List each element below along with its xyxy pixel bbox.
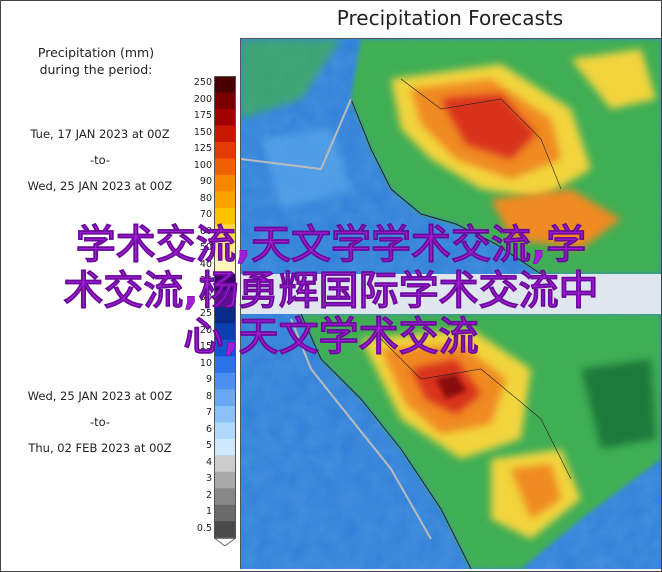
watermark-line-3: 心,天文学术交流 — [183, 314, 479, 361]
colorbar-tick-label: 25 — [199, 308, 212, 320]
colorbar-tick-label: 9 — [205, 374, 212, 386]
colorbar-swatch — [214, 488, 236, 506]
colorbar-tick-label: 125 — [193, 143, 212, 155]
colorbar-swatch — [214, 504, 236, 522]
legend-units: Precipitation (mm) — [37, 45, 155, 60]
page-title: Precipitation Forecasts — [336, 6, 564, 30]
colorbar-tick-label: 200 — [193, 93, 212, 105]
period-2: Wed, 25 JAN 2023 at 00Z -to- Thu, 02 FEB… — [2, 383, 198, 461]
colorbar-swatch — [214, 108, 236, 126]
colorbar-swatch — [214, 191, 236, 209]
colorbar-tick-label: 20 — [199, 324, 212, 336]
colorbar-swatch — [214, 141, 236, 159]
precipitation-map — [240, 38, 661, 569]
colorbar-swatch — [214, 290, 236, 308]
period-2-end: Thu, 02 FEB 2023 at 00Z — [28, 441, 172, 455]
colorbar-tick-label: 70 — [199, 209, 212, 221]
colorbar-tick-label: 4 — [205, 456, 212, 468]
colorbar-swatch — [214, 240, 236, 258]
colorbar-swatch — [214, 455, 236, 473]
period-1-end: Wed, 25 JAN 2023 at 00Z — [27, 179, 173, 193]
colorbar-tick-label: 0.5 — [196, 522, 212, 534]
colorbar-tick-label: 5 — [205, 440, 212, 452]
period-2-to: -to- — [89, 415, 111, 429]
colorbar-swatch — [214, 339, 236, 357]
colorbar-tick-label: 40 — [199, 258, 212, 270]
colorbar-swatch — [214, 323, 236, 341]
colorbar-swatch — [214, 224, 236, 242]
colorbar-swatch — [214, 389, 236, 407]
map-divider — [241, 274, 661, 314]
period-2-start: Wed, 25 JAN 2023 at 00Z — [27, 389, 173, 403]
colorbar-tick-label: 7 — [205, 407, 212, 419]
period-1: Tue, 17 JAN 2023 at 00Z -to- Wed, 25 JAN… — [2, 121, 198, 199]
colorbar-tick-label: 60 — [199, 225, 212, 237]
colorbar-swatch — [214, 158, 236, 176]
colorbar-swatch — [214, 438, 236, 456]
colorbar-tick-label: 3 — [205, 473, 212, 485]
colorbar-swatch — [214, 174, 236, 192]
watermark-line-1: 学术交流,天文学学术交流,学 — [75, 222, 587, 269]
colorbar-swatch — [214, 273, 236, 291]
map-bottom — [241, 313, 661, 569]
colorbar-swatch — [214, 521, 236, 539]
colorbar-swatch — [214, 356, 236, 374]
colorbar-tick-label: 10 — [199, 357, 212, 369]
colorbar-swatch — [214, 257, 236, 275]
watermark-line-2: 术交流,杨勇辉国际学术交流中 — [63, 268, 599, 315]
colorbar-tick-label: 2 — [205, 489, 212, 501]
colorbar-tick-label: 50 — [199, 242, 212, 254]
colorbar-swatch — [214, 125, 236, 143]
colorbar-swatch — [214, 372, 236, 390]
colorbar-tick-label: 175 — [193, 110, 212, 122]
colorbar-tick-label: 150 — [193, 126, 212, 138]
colorbar-swatch — [214, 207, 236, 225]
colorbar-tick-label: 30 — [199, 291, 212, 303]
period-1-to: -to- — [89, 153, 111, 167]
legend-header: Precipitation (mm) during the period: — [6, 44, 186, 78]
colorbar-tick-label: 35 — [199, 275, 212, 287]
colorbar-swatch — [214, 471, 236, 489]
period-1-start: Tue, 17 JAN 2023 at 00Z — [30, 127, 170, 141]
colorbar-tick-label: 100 — [193, 159, 212, 171]
map-top — [241, 39, 661, 275]
colorbar-swatch — [214, 306, 236, 324]
legend-period-label: during the period: — [39, 62, 153, 77]
colorbar-tick-label: 8 — [205, 390, 212, 402]
colorbar-tick-label: 1 — [205, 506, 212, 518]
colorbar-tick-label: 90 — [199, 176, 212, 188]
colorbar-tick-label: 6 — [205, 423, 212, 435]
colorbar-swatch — [214, 76, 236, 93]
watermark-overlay: 学术交流,天文学学术交流,学 术交流,杨勇辉国际学术交流中 心,天文学术交流 — [0, 222, 662, 361]
colorbar-swatch — [214, 422, 236, 440]
colorbar-swatch — [214, 92, 236, 110]
colorbar-tick-label: 80 — [199, 192, 212, 204]
colorbar-swatch — [214, 405, 236, 423]
colorbar-tail — [214, 537, 236, 546]
precipitation-colorbar — [214, 76, 236, 546]
colorbar-tick-label: 15 — [199, 341, 212, 353]
colorbar-tick-label: 250 — [193, 77, 212, 89]
